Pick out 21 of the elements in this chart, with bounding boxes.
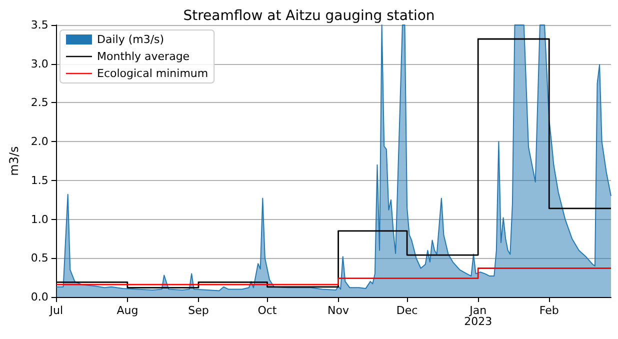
x-tick-label: Jan 2023 — [464, 304, 492, 328]
y-tick-label: 0.0 — [30, 290, 48, 304]
y-tick-label: 1.0 — [30, 212, 48, 226]
y-tick-label: 2.5 — [30, 96, 48, 110]
x-tick-label: Oct — [258, 304, 278, 317]
y-tick-label: 3.0 — [30, 57, 48, 70]
legend-label: Daily (m3/s) — [97, 33, 164, 46]
y-tick-label: 3.5 — [30, 18, 48, 32]
y-tick-label: 0.5 — [30, 252, 48, 265]
x-tick-label: Aug — [116, 304, 138, 317]
chart-title: Streamflow at Aitzu gauging station — [183, 8, 435, 24]
x-tick-label: Sep — [188, 304, 209, 317]
x-tick-label: Feb — [539, 304, 559, 317]
y-tick-label: 1.5 — [30, 174, 48, 187]
y-axis-title: m3/s — [7, 146, 21, 176]
x-tick-label: Nov — [328, 304, 350, 317]
legend-label: Monthly average — [97, 50, 190, 63]
x-tick-label: Jul — [48, 304, 64, 317]
legend-label: Ecological minimum — [97, 67, 208, 80]
y-tick-label: 2.0 — [30, 135, 48, 148]
x-tick-label: Dec — [396, 304, 418, 317]
